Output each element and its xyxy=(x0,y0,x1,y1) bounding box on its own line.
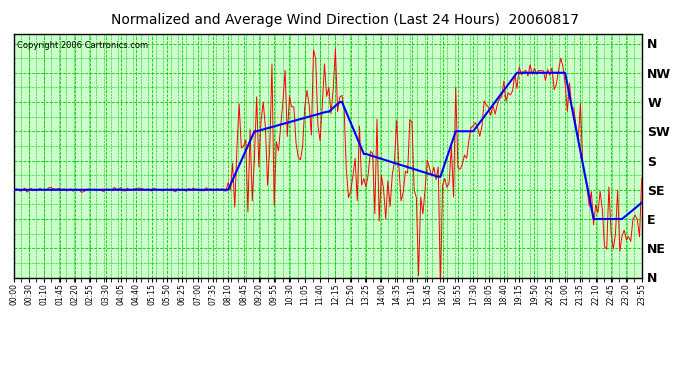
Text: Normalized and Average Wind Direction (Last 24 Hours)  20060817: Normalized and Average Wind Direction (L… xyxy=(111,13,579,27)
Text: Copyright 2006 Cartronics.com: Copyright 2006 Cartronics.com xyxy=(17,41,148,50)
